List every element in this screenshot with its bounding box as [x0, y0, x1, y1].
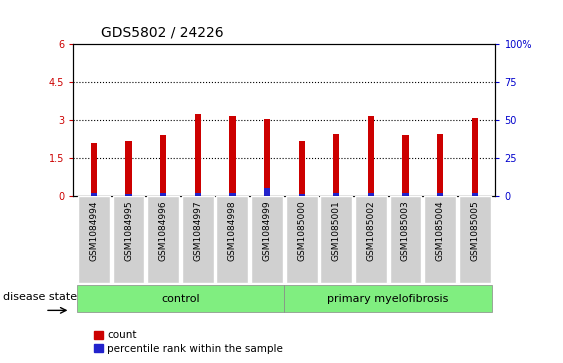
Bar [459, 196, 490, 283]
Bar [333, 134, 339, 193]
Bar [160, 135, 166, 193]
Text: disease state: disease state [3, 292, 77, 302]
Bar [91, 193, 97, 196]
Text: GSM1085003: GSM1085003 [401, 200, 410, 261]
Bar [113, 196, 145, 283]
Bar [368, 117, 374, 193]
Bar [403, 193, 409, 196]
Bar [78, 196, 110, 283]
Bar [298, 195, 305, 196]
Bar [437, 193, 443, 196]
Text: GDS5802 / 24226: GDS5802 / 24226 [101, 26, 224, 40]
Bar [91, 143, 97, 193]
Bar [472, 193, 478, 196]
Text: GSM1085005: GSM1085005 [470, 200, 479, 261]
Bar [217, 196, 248, 283]
Bar [264, 118, 270, 188]
Bar [320, 196, 352, 283]
Bar [333, 193, 339, 196]
Bar [390, 196, 421, 283]
Text: control: control [161, 294, 200, 303]
Bar [195, 193, 201, 196]
Bar [160, 193, 166, 196]
Bar [229, 117, 235, 193]
Text: primary myelofibrosis: primary myelofibrosis [328, 294, 449, 303]
Bar [437, 134, 443, 193]
Text: GSM1085004: GSM1085004 [436, 200, 445, 261]
Text: GSM1085002: GSM1085002 [367, 200, 376, 261]
Bar [298, 141, 305, 195]
Bar [355, 196, 387, 283]
Bar [472, 118, 478, 193]
Text: GSM1084995: GSM1084995 [124, 200, 133, 261]
Bar [424, 196, 456, 283]
Text: GSM1084996: GSM1084996 [159, 200, 168, 261]
Text: GSM1084998: GSM1084998 [228, 200, 237, 261]
Text: GSM1085000: GSM1085000 [297, 200, 306, 261]
Bar [182, 196, 214, 283]
Bar [403, 135, 409, 193]
Text: GSM1085001: GSM1085001 [332, 200, 341, 261]
Bar [126, 194, 132, 196]
Bar [126, 140, 132, 194]
Bar [229, 193, 235, 196]
Bar [251, 196, 283, 283]
Bar [264, 188, 270, 196]
Bar [148, 196, 179, 283]
Bar [195, 114, 201, 193]
Legend: count, percentile rank within the sample: count, percentile rank within the sample [90, 326, 287, 358]
Text: GSM1084999: GSM1084999 [262, 200, 271, 261]
Bar [368, 193, 374, 196]
Bar [285, 196, 318, 283]
Bar [77, 285, 284, 313]
Text: GSM1084994: GSM1084994 [90, 200, 99, 261]
Bar [284, 285, 492, 313]
Text: GSM1084997: GSM1084997 [193, 200, 202, 261]
